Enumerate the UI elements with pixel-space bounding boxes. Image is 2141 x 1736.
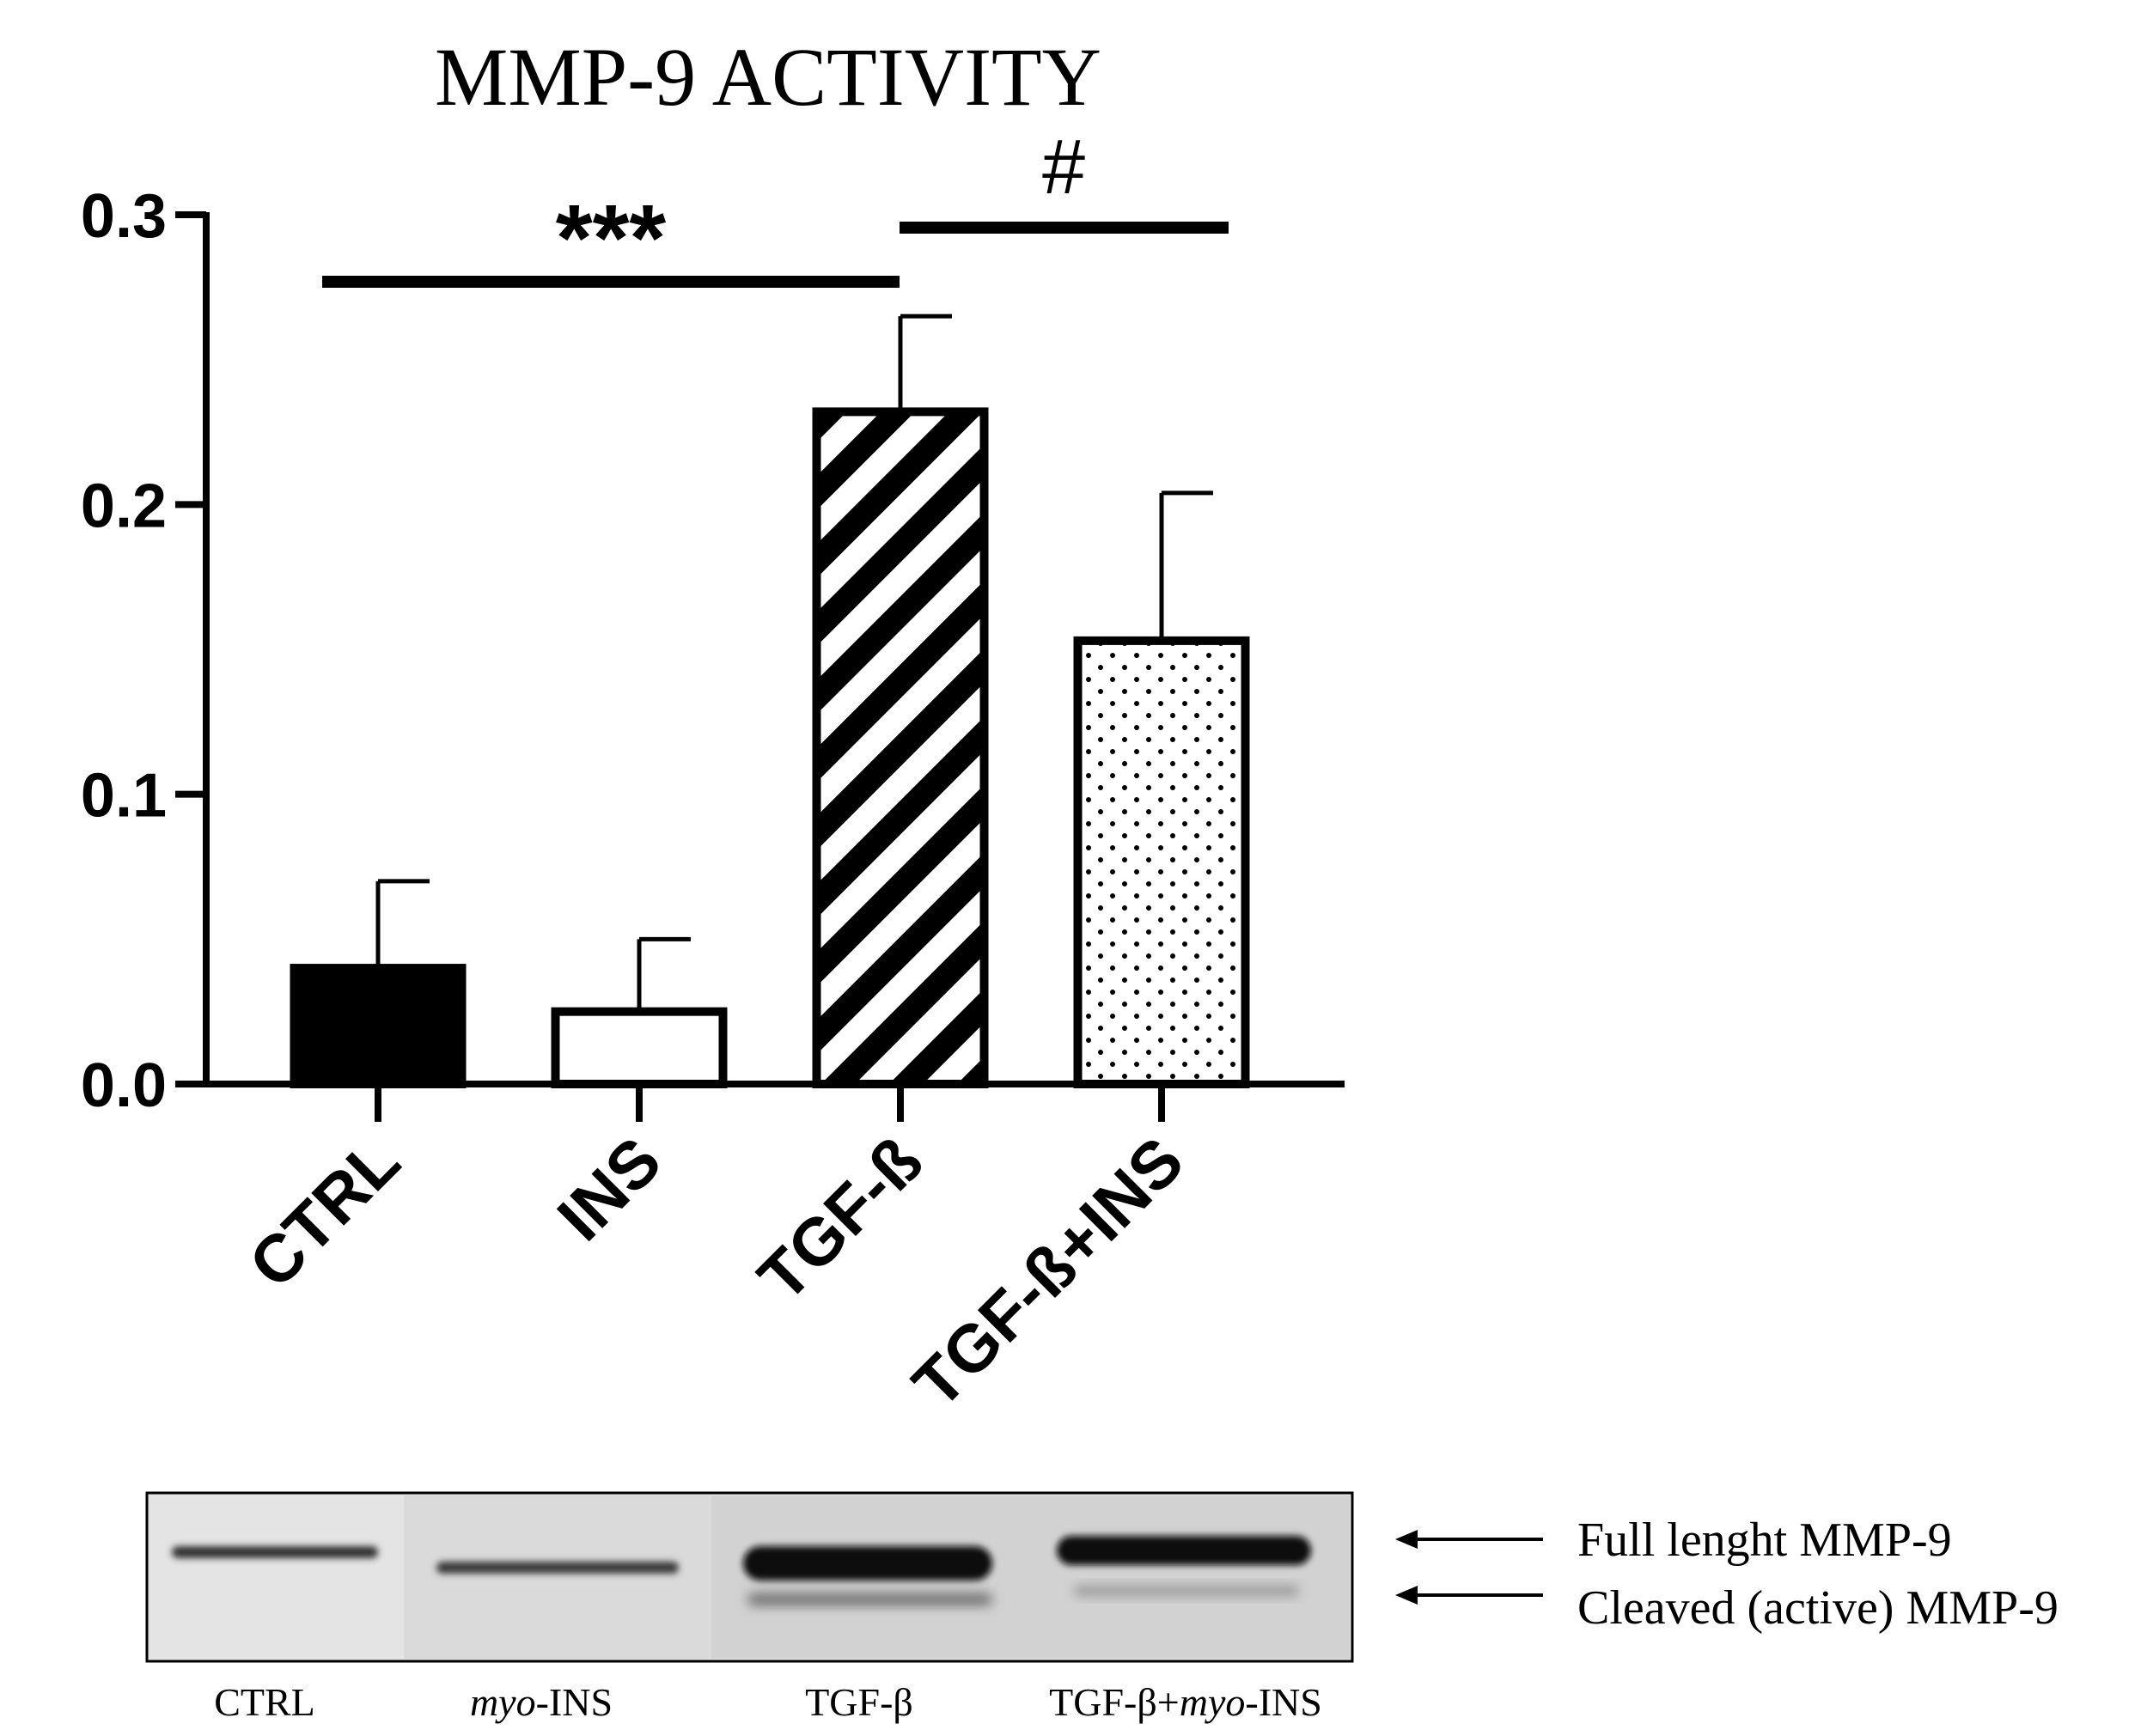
x-tick-label: TGF-ß [743, 1123, 936, 1316]
band-label-full: Full lenght MMP-9 [1577, 1514, 1952, 1567]
bar [551, 1007, 728, 1088]
y-tick-label: 0.0 [81, 1051, 167, 1120]
arrow-head-cleaved [1395, 1586, 1418, 1605]
band-full-tgf [743, 1546, 992, 1581]
error-bars [375, 314, 1213, 1012]
significance-label: # [1042, 125, 1085, 210]
bar [812, 407, 989, 1088]
y-axis-ticks: 0.0 0.1 0.2 0.3 [81, 182, 206, 1120]
significance-label: *** [556, 186, 667, 291]
bar [290, 964, 467, 1088]
blot-lane-label: myo-INS [470, 1680, 613, 1724]
y-tick-label: 0.2 [81, 472, 167, 540]
band-label-cleaved: Cleaved (active) MMP-9 [1577, 1581, 2059, 1635]
y-tick-label: 0.1 [81, 762, 167, 831]
x-tick-label: INS [543, 1123, 675, 1255]
chart-title: MMP-9 ACTIVITY [435, 31, 1101, 123]
bar [1073, 636, 1250, 1088]
x-tick-label: TGF-ß+INS [898, 1123, 1198, 1422]
band-cleaved-tgf [747, 1593, 992, 1605]
band-full-ctrl [172, 1546, 378, 1558]
y-tick-label: 0.3 [81, 182, 167, 251]
band-full-tgf-myo-ins [1057, 1536, 1311, 1565]
blot-lane-label: TGF-β [805, 1680, 913, 1724]
western-blot: Full lenght MMP-9 Cleaved (active) MMP-9 [145, 1491, 2059, 1663]
bars [290, 407, 1250, 1088]
x-tick-label: CTRL [235, 1123, 414, 1302]
blot-lane-shade [404, 1495, 711, 1659]
significance-markers: *** # [322, 125, 1229, 291]
band-cleaved-tgf-myo-ins [1074, 1587, 1299, 1595]
arrow-head-full [1395, 1530, 1418, 1549]
band-full-myo-ins [436, 1562, 679, 1574]
blot-lane-labels: CTRL myo-INS TGF-β TGF-β+myo-INS [214, 1680, 1322, 1724]
blot-lane-label: TGF-β+myo-INS [1049, 1680, 1322, 1724]
blot-lane-label: CTRL [214, 1680, 315, 1724]
